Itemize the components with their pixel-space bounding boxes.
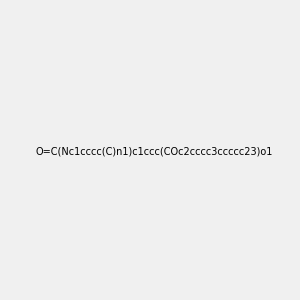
Text: O=C(Nc1cccc(C)n1)c1ccc(COc2cccc3ccccc23)o1: O=C(Nc1cccc(C)n1)c1ccc(COc2cccc3ccccc23)…: [35, 146, 272, 157]
